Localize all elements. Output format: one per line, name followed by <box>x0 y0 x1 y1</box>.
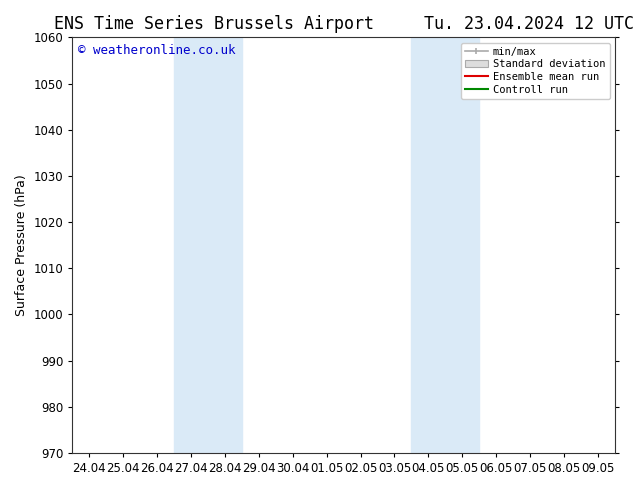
Text: © weatheronline.co.uk: © weatheronline.co.uk <box>78 44 235 56</box>
Legend: min/max, Standard deviation, Ensemble mean run, Controll run: min/max, Standard deviation, Ensemble me… <box>461 43 610 98</box>
Bar <box>174 37 242 453</box>
Title: ENS Time Series Brussels Airport     Tu. 23.04.2024 12 UTC: ENS Time Series Brussels Airport Tu. 23.… <box>54 15 633 33</box>
Y-axis label: Surface Pressure (hPa): Surface Pressure (hPa) <box>15 174 28 316</box>
Bar <box>411 37 479 453</box>
